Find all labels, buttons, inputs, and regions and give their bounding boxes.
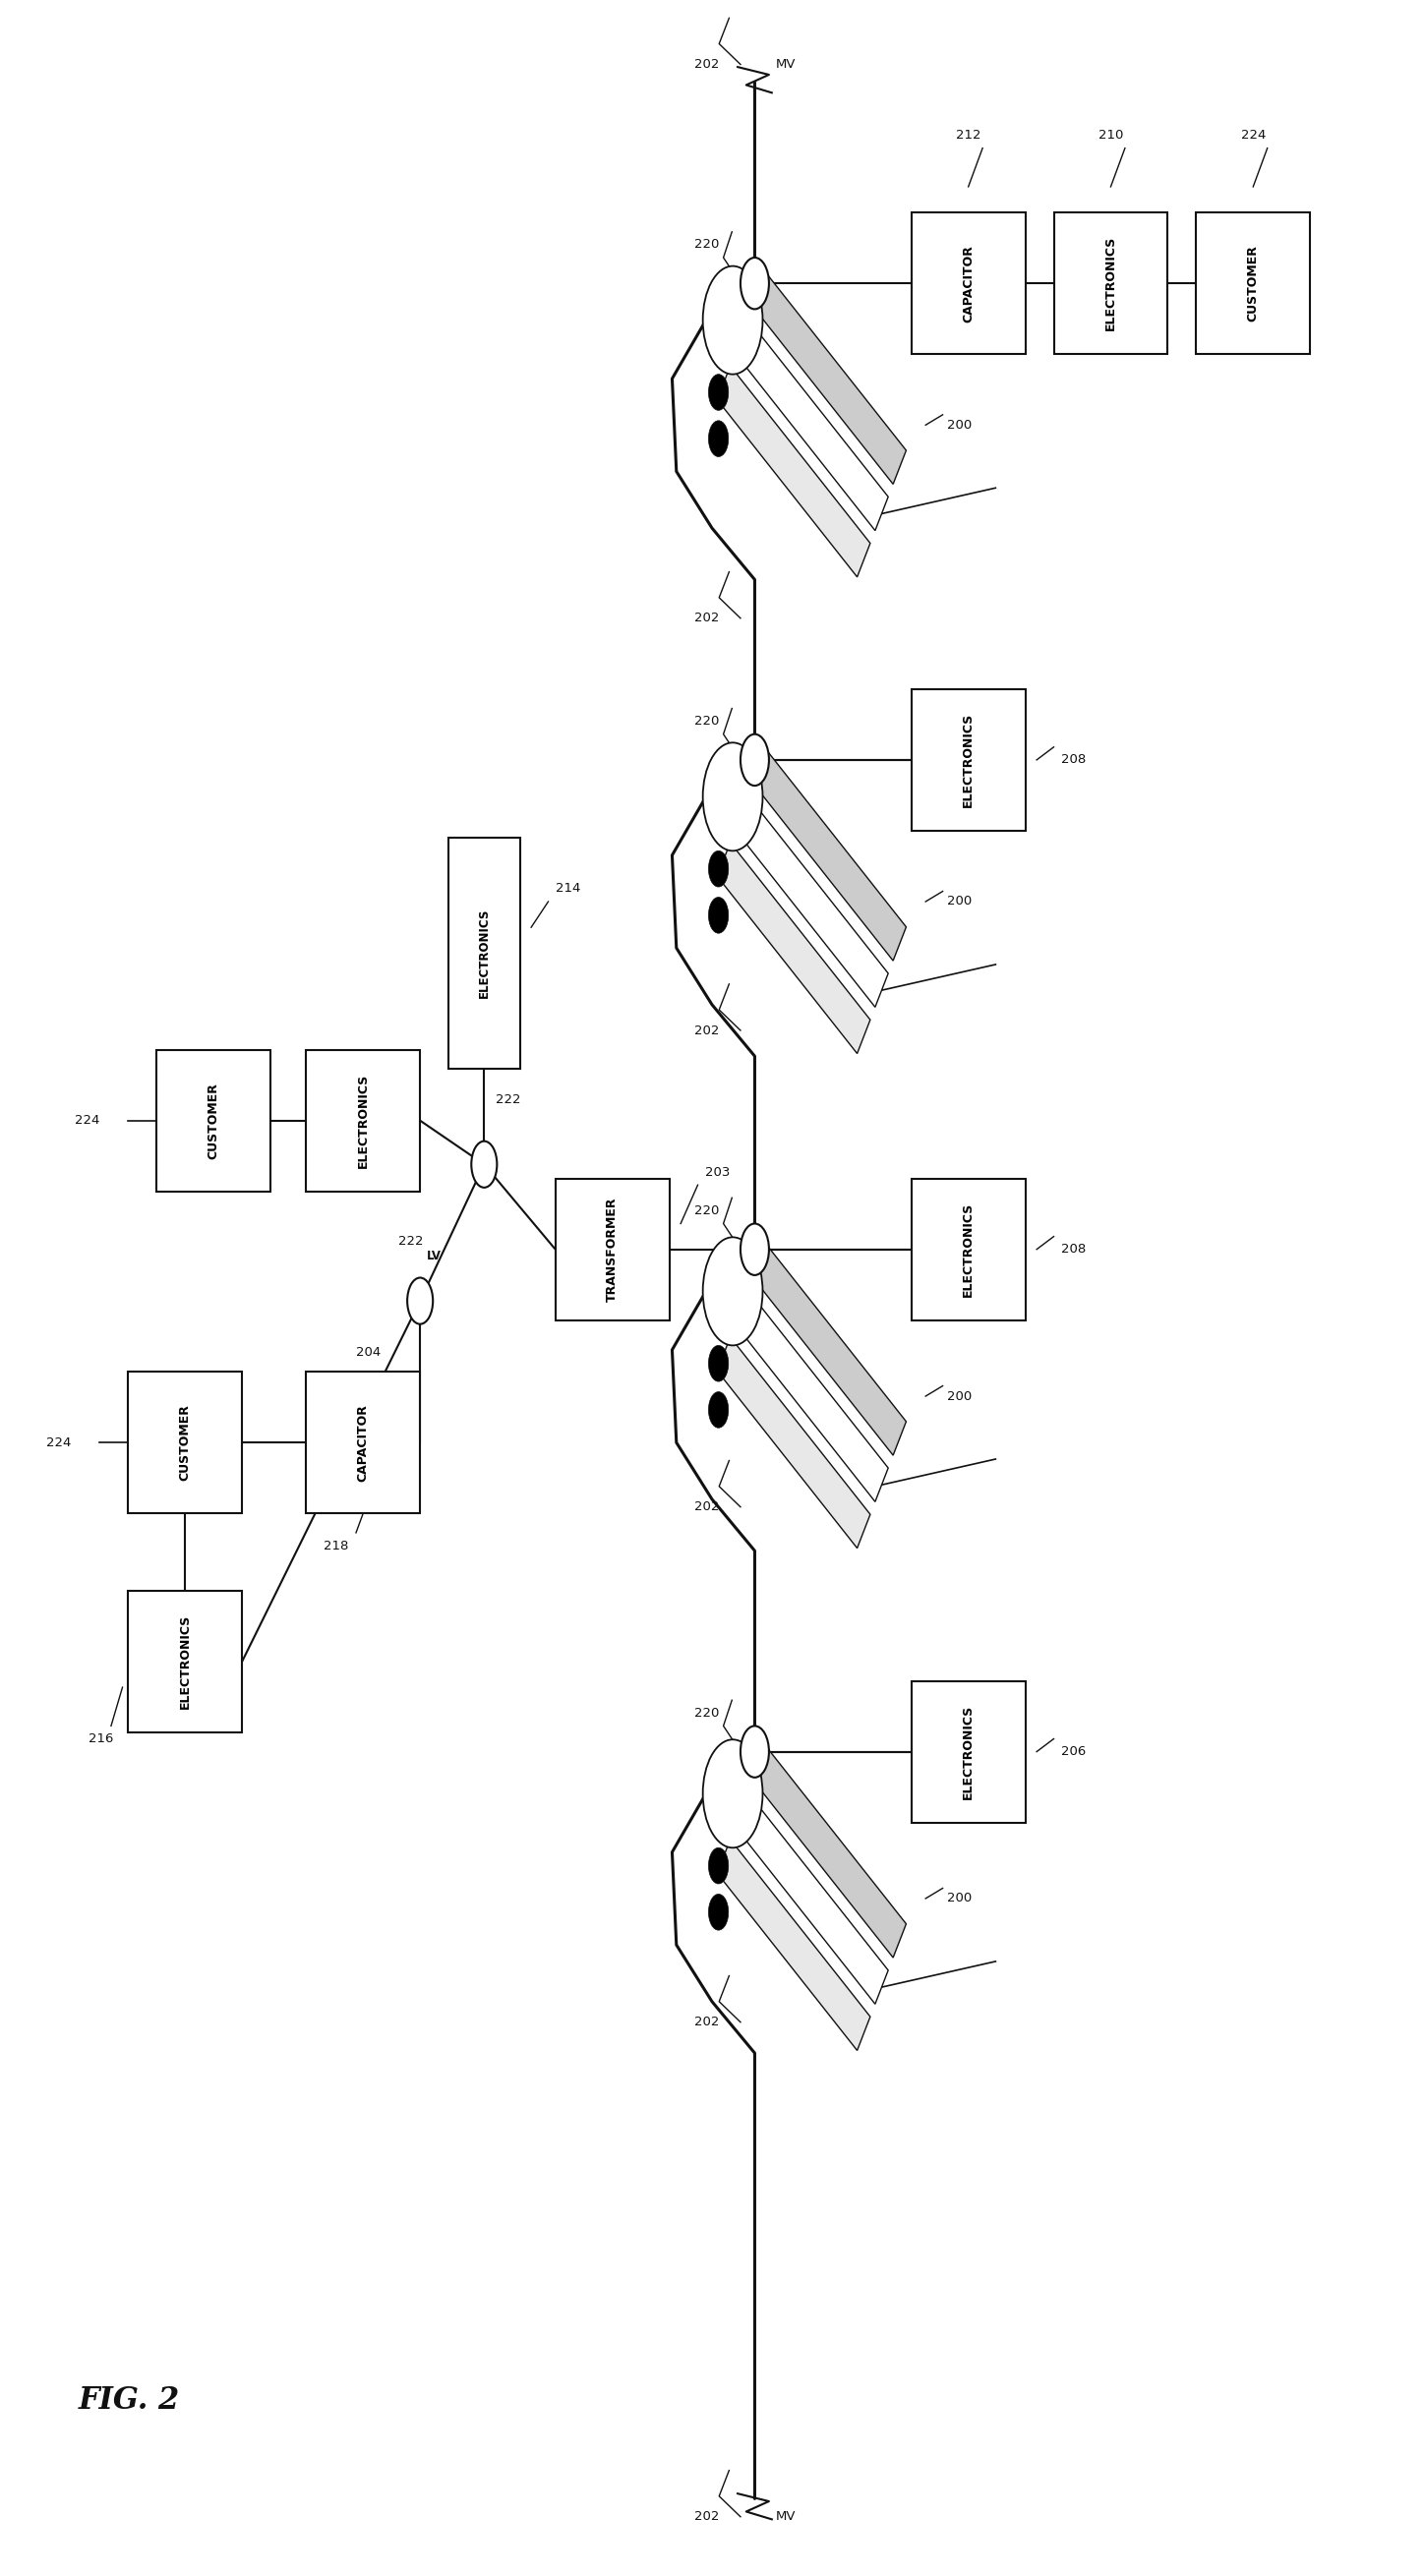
- FancyBboxPatch shape: [449, 837, 520, 1069]
- Circle shape: [703, 265, 763, 374]
- Text: 218: 218: [323, 1540, 349, 1551]
- Text: CUSTOMER: CUSTOMER: [208, 1082, 219, 1159]
- Circle shape: [740, 258, 769, 309]
- Text: 220: 220: [693, 1708, 719, 1718]
- Text: CUSTOMER: CUSTOMER: [179, 1404, 191, 1481]
- Polygon shape: [735, 796, 889, 1007]
- Text: 200: 200: [947, 1391, 971, 1401]
- Circle shape: [709, 420, 729, 456]
- Circle shape: [709, 1847, 729, 1883]
- Text: ELECTRONICS: ELECTRONICS: [478, 909, 490, 997]
- Text: 224: 224: [1240, 129, 1266, 142]
- Polygon shape: [753, 1244, 906, 1455]
- Text: 212: 212: [956, 129, 981, 142]
- Text: 202: 202: [693, 1502, 719, 1512]
- Text: MV: MV: [776, 2512, 796, 2522]
- Polygon shape: [753, 750, 906, 961]
- Text: 202: 202: [693, 2017, 719, 2027]
- Text: CAPACITOR: CAPACITOR: [357, 1404, 369, 1481]
- Text: 220: 220: [693, 240, 719, 250]
- Polygon shape: [753, 273, 906, 484]
- Text: 222: 222: [496, 1095, 521, 1105]
- Text: ELECTRONICS: ELECTRONICS: [963, 1705, 974, 1798]
- FancyBboxPatch shape: [911, 688, 1025, 829]
- Text: ELECTRONICS: ELECTRONICS: [963, 1203, 974, 1296]
- Text: 202: 202: [693, 2512, 719, 2522]
- Text: 216: 216: [88, 1734, 114, 1744]
- FancyBboxPatch shape: [306, 1370, 420, 1515]
- Text: 222: 222: [399, 1236, 424, 1247]
- Polygon shape: [735, 1793, 889, 2004]
- Circle shape: [709, 1391, 729, 1427]
- Text: 206: 206: [1061, 1747, 1085, 1757]
- Text: MV: MV: [776, 59, 796, 70]
- Circle shape: [407, 1278, 433, 1324]
- Circle shape: [703, 1236, 763, 1345]
- Circle shape: [709, 1893, 729, 1929]
- Circle shape: [703, 1739, 763, 1847]
- Circle shape: [709, 896, 729, 933]
- Text: FIG. 2: FIG. 2: [78, 2385, 179, 2416]
- Text: ELECTRONICS: ELECTRONICS: [179, 1615, 191, 1708]
- Circle shape: [740, 1726, 769, 1777]
- Polygon shape: [718, 1839, 870, 2050]
- Circle shape: [709, 374, 729, 410]
- Text: 224: 224: [74, 1115, 100, 1126]
- FancyBboxPatch shape: [911, 211, 1025, 353]
- FancyBboxPatch shape: [306, 1051, 420, 1190]
- Text: ELECTRONICS: ELECTRONICS: [1105, 237, 1116, 330]
- FancyBboxPatch shape: [1196, 211, 1310, 353]
- Circle shape: [709, 1345, 729, 1381]
- Circle shape: [740, 734, 769, 786]
- Text: 210: 210: [1098, 129, 1124, 142]
- Text: 202: 202: [693, 613, 719, 623]
- Text: 214: 214: [555, 884, 581, 894]
- Text: ELECTRONICS: ELECTRONICS: [963, 714, 974, 806]
- FancyBboxPatch shape: [128, 1592, 242, 1734]
- Text: 220: 220: [693, 716, 719, 726]
- Text: 200: 200: [947, 420, 971, 430]
- Text: LV: LV: [427, 1249, 441, 1262]
- Text: 220: 220: [693, 1206, 719, 1216]
- FancyBboxPatch shape: [911, 1682, 1025, 1824]
- Polygon shape: [735, 1291, 889, 1502]
- Text: 224: 224: [46, 1437, 71, 1448]
- Text: 200: 200: [947, 1893, 971, 1904]
- FancyBboxPatch shape: [555, 1180, 669, 1319]
- Polygon shape: [718, 1337, 870, 1548]
- Polygon shape: [718, 842, 870, 1054]
- Text: 204: 204: [356, 1347, 380, 1358]
- FancyBboxPatch shape: [128, 1370, 242, 1515]
- Text: CAPACITOR: CAPACITOR: [963, 245, 974, 322]
- Polygon shape: [753, 1747, 906, 1958]
- Polygon shape: [735, 319, 889, 531]
- Text: 203: 203: [705, 1167, 731, 1177]
- Circle shape: [709, 850, 729, 886]
- Circle shape: [471, 1141, 497, 1188]
- Text: 202: 202: [693, 1025, 719, 1036]
- Text: 208: 208: [1061, 755, 1085, 765]
- Text: 208: 208: [1061, 1244, 1085, 1255]
- Circle shape: [703, 742, 763, 850]
- Text: 202: 202: [693, 59, 719, 70]
- FancyBboxPatch shape: [911, 1180, 1025, 1319]
- Circle shape: [740, 1224, 769, 1275]
- Text: 200: 200: [947, 896, 971, 907]
- Text: TRANSFORMER: TRANSFORMER: [607, 1198, 618, 1301]
- FancyBboxPatch shape: [157, 1051, 271, 1190]
- FancyBboxPatch shape: [1054, 211, 1168, 353]
- Text: CUSTOMER: CUSTOMER: [1247, 245, 1259, 322]
- Text: ELECTRONICS: ELECTRONICS: [357, 1074, 369, 1167]
- Polygon shape: [718, 366, 870, 577]
